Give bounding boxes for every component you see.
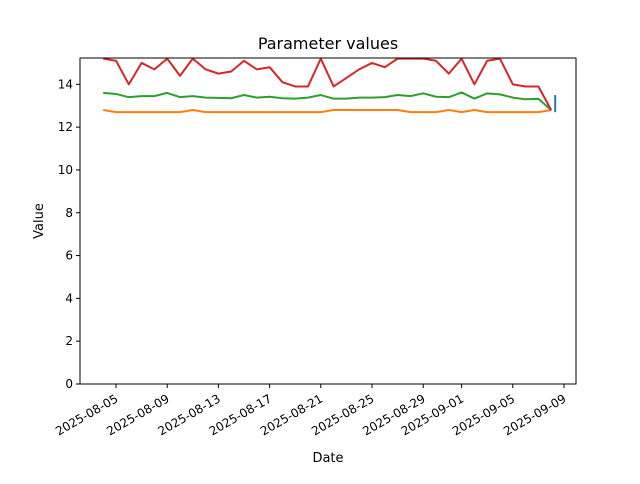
y-tick-label: 0 xyxy=(65,377,73,391)
series-line-1 xyxy=(103,110,551,112)
y-tick-label: 6 xyxy=(65,249,73,263)
y-tick-label: 10 xyxy=(58,163,73,177)
series-layer xyxy=(103,59,555,113)
series-line-3 xyxy=(103,59,551,110)
plot-frame xyxy=(80,58,576,384)
x-axis-label: Date xyxy=(312,451,343,466)
y-tick-label: 2 xyxy=(65,334,73,348)
chart-title: Parameter values xyxy=(258,34,398,53)
y-tick-label: 12 xyxy=(58,120,73,134)
series-line-2 xyxy=(103,92,551,110)
y-axis-label: Value xyxy=(32,203,47,239)
y-tick-label: 8 xyxy=(65,206,73,220)
y-tick-label: 14 xyxy=(58,77,73,91)
y-tick-label: 4 xyxy=(65,291,73,305)
